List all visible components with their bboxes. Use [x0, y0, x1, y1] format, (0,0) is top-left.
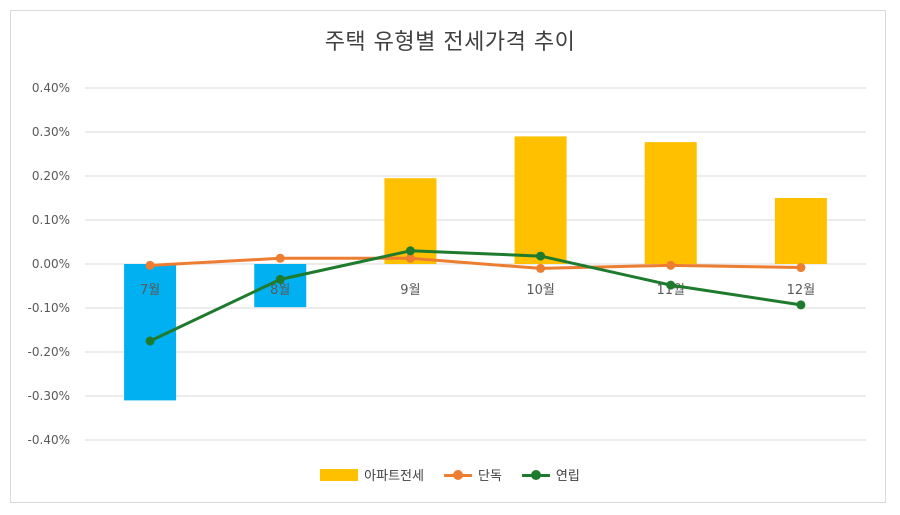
- x-tick-label: 10월: [526, 283, 555, 298]
- point-detached: [405, 253, 415, 263]
- chart-legend: 아파트전세 단독 연립: [0, 465, 900, 484]
- y-tick-label: -0.10%: [28, 301, 70, 315]
- x-tick-label: 9월: [400, 283, 420, 298]
- y-tick-label: -0.30%: [28, 389, 70, 403]
- chart-frame: [10, 10, 886, 503]
- y-tick-label: 0.00%: [32, 257, 70, 271]
- y-tick-label: 0.20%: [32, 169, 70, 183]
- bar: [254, 264, 307, 308]
- x-tick-label: 7월: [140, 283, 160, 298]
- point-detached: [145, 260, 155, 270]
- point-rowhouse: [536, 251, 546, 261]
- bar: [514, 136, 567, 264]
- y-tick-label: 0.40%: [32, 81, 70, 95]
- legend-swatch-apartment: [320, 468, 359, 481]
- point-rowhouse: [275, 274, 285, 284]
- point-detached: [275, 253, 285, 263]
- legend-item-rowhouse: 연립: [521, 465, 580, 484]
- chart-title: 주택 유형별 전세가격 추이: [324, 30, 576, 55]
- x-tick-label: 8월: [270, 283, 290, 298]
- legend-swatch-detached: [443, 469, 472, 481]
- point-detached: [796, 263, 806, 273]
- line-rowhouse: [149, 249, 802, 343]
- y-tick-label: -0.40%: [28, 433, 70, 447]
- legend-swatch-rowhouse: [521, 469, 550, 481]
- line-detached: [150, 256, 801, 270]
- point-rowhouse: [666, 280, 676, 290]
- legend-item-apartment: 아파트전세: [320, 465, 424, 484]
- legend-label-rowhouse: 연립: [555, 469, 580, 484]
- x-tick-label: 12월: [787, 283, 816, 298]
- y-tick-label: 0.30%: [32, 125, 70, 139]
- legend-label-apartment: 아파트전세: [364, 469, 424, 484]
- point-detached: [666, 260, 676, 270]
- bar: [774, 198, 827, 264]
- point-detached: [536, 263, 546, 273]
- bar: [644, 142, 697, 264]
- y-tick-label: 0.10%: [32, 213, 70, 227]
- legend-label-detached: 단독: [477, 469, 502, 484]
- point-rowhouse: [796, 300, 806, 310]
- y-tick-label: -0.20%: [28, 345, 70, 359]
- point-rowhouse: [145, 336, 155, 346]
- legend-item-detached: 단독: [443, 465, 502, 484]
- point-rowhouse: [405, 246, 415, 256]
